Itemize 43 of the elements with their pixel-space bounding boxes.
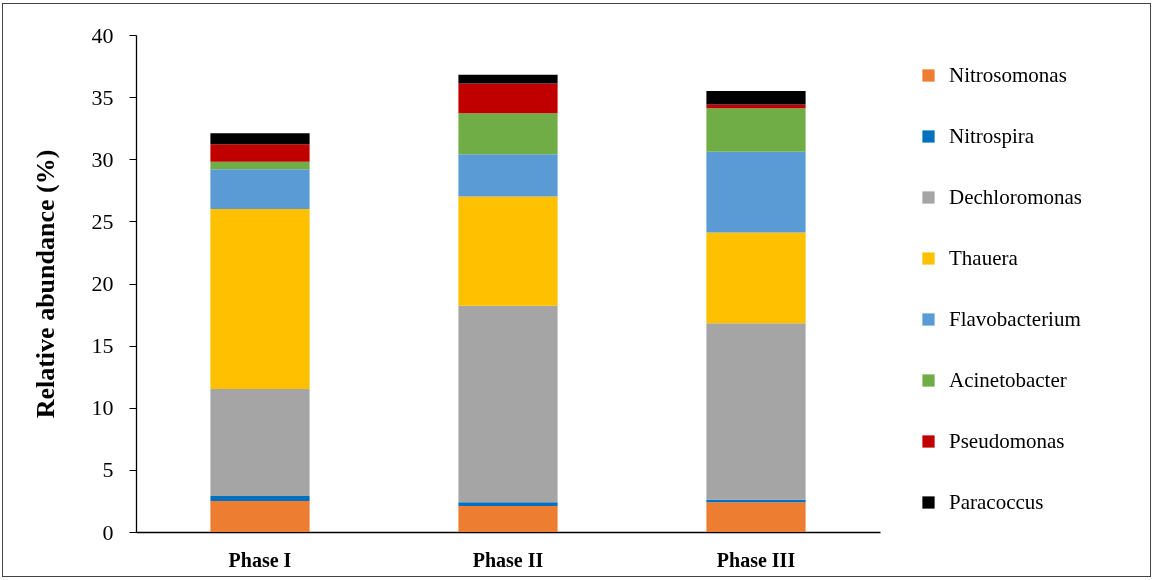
legend-label: Flavobacterium: [949, 306, 1081, 331]
bar: [458, 113, 558, 155]
y-tick-label: 5: [102, 457, 114, 483]
x-tick-label: Phase I: [228, 548, 292, 571]
bar: [458, 154, 558, 197]
bar: [210, 208, 310, 390]
bar: [210, 161, 310, 170]
legend-label: Acinetobacter: [949, 367, 1067, 392]
bar: [210, 144, 310, 162]
bar: [210, 133, 310, 145]
y-tick-label: 10: [91, 395, 114, 421]
y-tick-label: 30: [91, 146, 114, 172]
bar: [210, 169, 310, 209]
y-tick-label: 25: [91, 208, 114, 234]
bar: [458, 502, 558, 506]
legend-label: Thauera: [949, 245, 1019, 270]
bar: [706, 90, 806, 105]
bar: [210, 495, 310, 501]
y-tick-label: 20: [91, 271, 114, 296]
legend-label: Nitrosomonas: [949, 62, 1067, 87]
bar: [458, 74, 558, 84]
bar: [706, 232, 806, 324]
bar: [458, 83, 558, 114]
bar: [706, 323, 806, 500]
y-tick-label: 35: [91, 84, 114, 110]
bar: [706, 108, 806, 152]
y-tick-label: 15: [91, 333, 114, 359]
bar: [210, 389, 310, 496]
legend-label: Dechloromonas: [949, 184, 1082, 209]
bar: [706, 502, 806, 532]
bar: [458, 505, 558, 532]
legend-label: Nitrospira: [949, 123, 1035, 148]
bar: [706, 151, 806, 233]
legend-label: Paracoccus: [949, 489, 1044, 514]
y-tick-label: 0: [102, 519, 114, 545]
y-axis-title: Relative abundance (%): [30, 149, 60, 419]
legend-label: Pseudomonas: [949, 428, 1065, 453]
y-tick-label: 40: [91, 22, 114, 48]
x-tick-label: Phase II: [472, 548, 544, 571]
bar: [458, 305, 558, 503]
bar: [458, 196, 558, 306]
x-tick-label: Phase III: [716, 548, 796, 571]
bar: [210, 500, 310, 532]
